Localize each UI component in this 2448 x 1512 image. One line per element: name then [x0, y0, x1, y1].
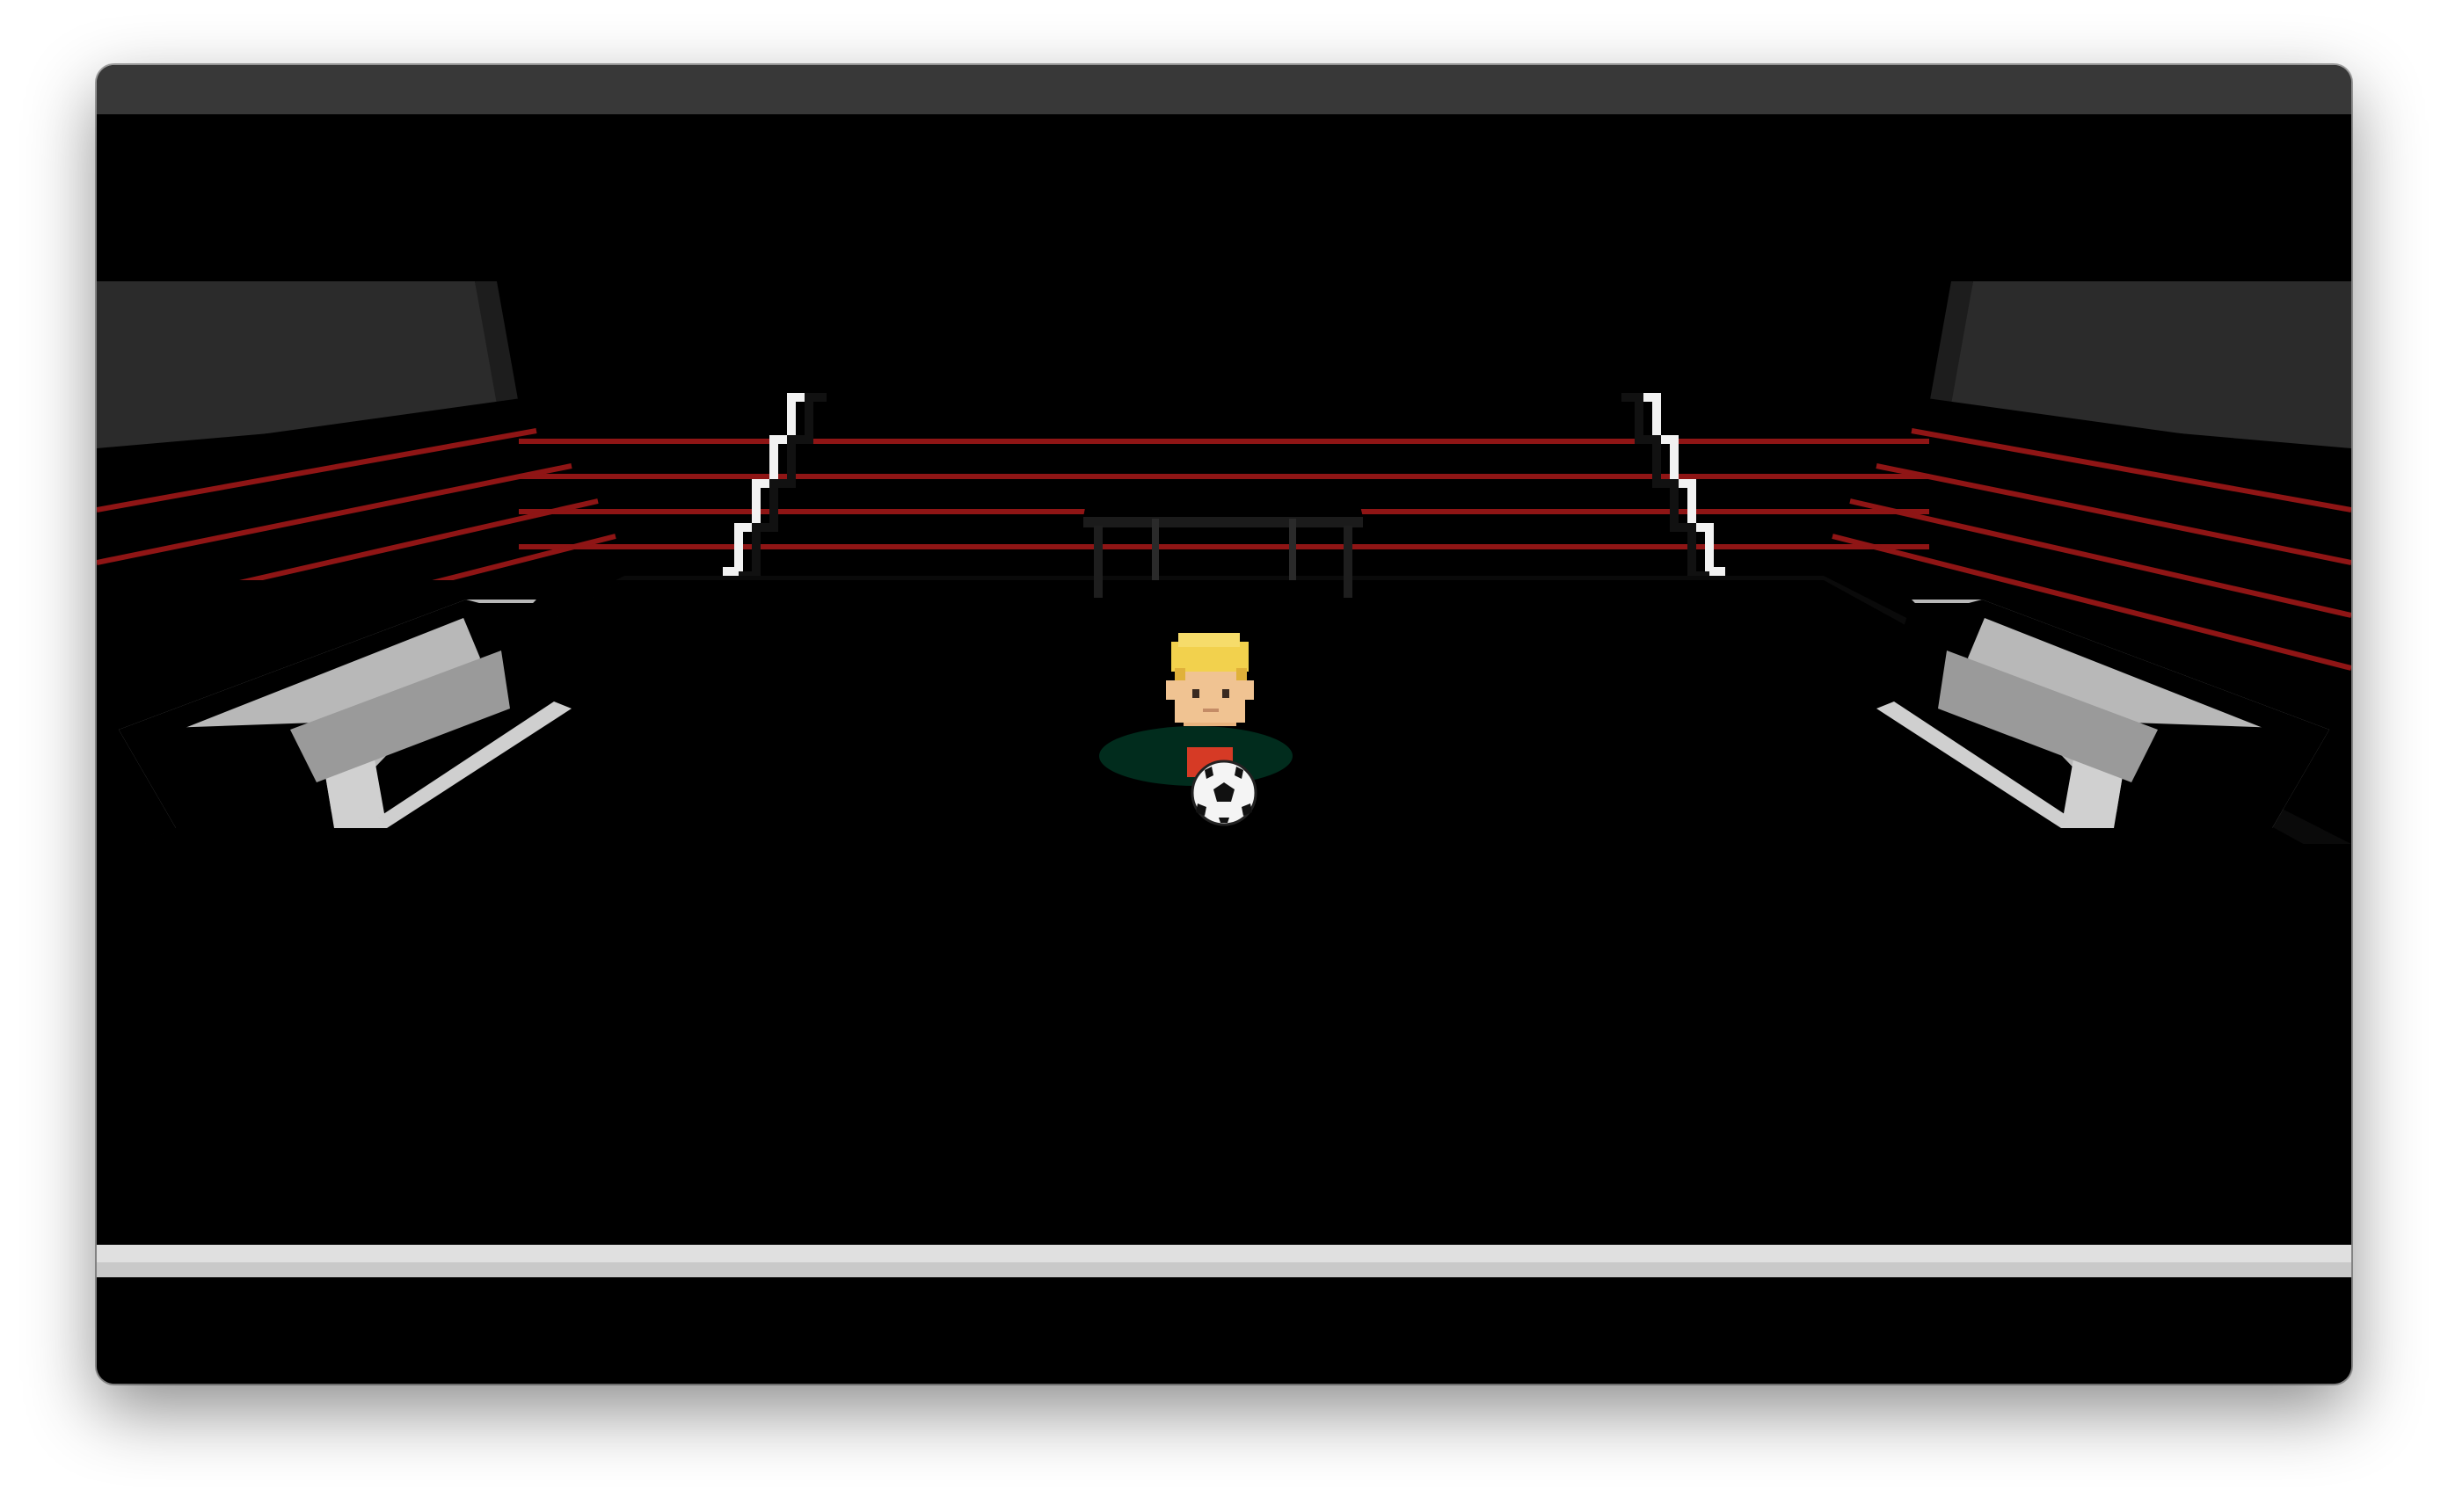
title-bar[interactable]: [97, 65, 2351, 115]
right-stairs-white: [1639, 393, 1725, 576]
window-title: [97, 65, 2351, 114]
player: [1166, 633, 1254, 777]
game-viewport[interactable]: [97, 114, 2351, 1384]
left-stairs-white: [723, 393, 809, 576]
right-goal: [1876, 600, 2329, 828]
stadium-roof: [97, 281, 2351, 466]
center-goal: [1083, 482, 1363, 598]
editor-grid: [97, 1277, 2351, 1384]
left-goal: [119, 600, 572, 828]
soccer-ball: [1191, 760, 1257, 826]
app-window: [97, 65, 2351, 1384]
pitch: [97, 580, 2351, 1278]
sky: [97, 114, 2351, 281]
